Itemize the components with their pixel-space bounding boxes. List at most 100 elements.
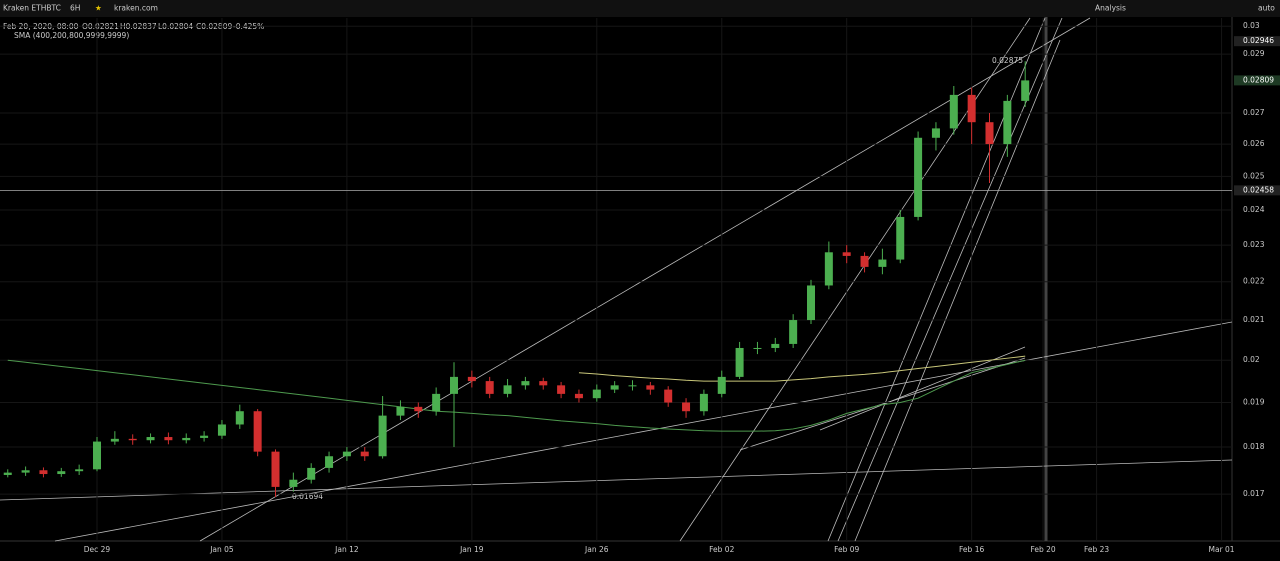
candle-body xyxy=(253,411,262,452)
x-tick-label: Feb 23 xyxy=(1084,545,1109,554)
candle-body xyxy=(146,437,155,441)
y-tick-label: 0.023 xyxy=(1243,240,1265,249)
candle-body xyxy=(93,441,101,470)
candle-body xyxy=(200,435,209,438)
trend-line xyxy=(739,357,1026,451)
sma-line xyxy=(7,359,1026,432)
trend-line xyxy=(827,17,1046,542)
y-tick-label: 0.019 xyxy=(1243,398,1265,407)
price-label: 0.02946 xyxy=(1243,36,1274,45)
low-annotation: 0.01694 xyxy=(292,492,323,501)
x-tick-label: Feb 09 xyxy=(834,545,859,554)
candle-body xyxy=(931,128,940,138)
candle-body xyxy=(110,438,119,442)
price-label: 0.02458 xyxy=(1243,185,1274,194)
x-tick-label: Jan 05 xyxy=(209,545,234,554)
trend-line xyxy=(819,346,1026,431)
candle-body xyxy=(75,469,84,472)
candle-body xyxy=(753,347,762,349)
candle-body xyxy=(414,406,423,412)
trend-line xyxy=(679,17,1031,542)
candle-body xyxy=(1003,100,1012,145)
y-tick-label: 0.02 xyxy=(1243,355,1260,364)
toolbar xyxy=(0,0,1280,17)
x-tick-label: Feb 16 xyxy=(959,545,984,554)
trend-line xyxy=(54,321,1233,542)
candle-body xyxy=(164,437,173,441)
y-tick-label: 0.03 xyxy=(1243,21,1260,30)
price-label: 0.02809 xyxy=(1243,75,1274,84)
candle-body xyxy=(985,122,994,145)
y-tick-label: 0.022 xyxy=(1243,277,1265,286)
indicator-label: SMA (400,200,800,9999,9999) xyxy=(14,31,129,40)
candle-body xyxy=(914,137,923,217)
candle-body xyxy=(717,376,726,394)
candle-body xyxy=(485,381,494,394)
candle-body xyxy=(39,470,48,475)
trend-line xyxy=(854,39,1061,542)
x-tick-label: Dec 29 xyxy=(84,545,111,554)
candle-body xyxy=(3,472,12,475)
candle-body xyxy=(735,347,744,377)
candle-body xyxy=(307,467,316,480)
candle-body xyxy=(217,424,226,436)
candle-body xyxy=(824,252,833,286)
candle-body xyxy=(664,389,673,403)
candle-body xyxy=(860,255,869,267)
x-tick-label: Feb 02 xyxy=(709,545,734,554)
trend-line xyxy=(0,459,1233,501)
y-tick-label: 0.026 xyxy=(1243,139,1265,148)
candle-body xyxy=(878,259,887,267)
candle-body xyxy=(557,385,566,394)
candle-body xyxy=(57,471,66,475)
candle-body xyxy=(21,470,30,473)
y-tick-label: 0.024 xyxy=(1243,205,1265,214)
candle-body xyxy=(342,451,351,457)
candle-body xyxy=(628,385,637,387)
candle-body xyxy=(271,451,280,487)
candle-body xyxy=(521,381,530,386)
candle-body xyxy=(967,94,976,123)
candle-body xyxy=(539,381,548,386)
candle-body xyxy=(235,411,244,425)
candle-body xyxy=(1021,80,1030,101)
trend-line xyxy=(837,17,1063,542)
x-tick-label: Jan 19 xyxy=(459,545,484,554)
candle-body xyxy=(360,451,369,457)
interval[interactable]: 6H xyxy=(70,4,80,13)
candle-body xyxy=(646,385,655,390)
y-tick-label: 0.029 xyxy=(1243,49,1265,58)
source[interactable]: kraken.com xyxy=(114,4,158,13)
candle-body xyxy=(289,479,298,487)
candle-body xyxy=(450,376,458,394)
x-tick-label: Mar 01 xyxy=(1209,545,1235,554)
high-annotation: 0.02875 xyxy=(992,56,1023,65)
candle-body xyxy=(574,393,583,399)
scale-mode[interactable]: auto xyxy=(1258,4,1275,13)
candle-body xyxy=(432,393,441,412)
y-tick-label: 0.017 xyxy=(1243,489,1265,498)
price-label-box xyxy=(1234,36,1280,47)
candle-body xyxy=(325,456,334,468)
candle-body xyxy=(949,94,958,129)
candle-body xyxy=(182,437,191,441)
x-tick-label: Feb 20 xyxy=(1030,545,1055,554)
x-tick-label: Jan 12 xyxy=(334,545,359,554)
symbol[interactable]: Kraken ETHBTC xyxy=(3,4,61,13)
candle-body xyxy=(610,385,619,390)
candle-body xyxy=(699,393,708,412)
candle-body xyxy=(503,385,512,394)
x-tick-label: Jan 26 xyxy=(584,545,609,554)
candle-body xyxy=(771,343,780,348)
sma-line xyxy=(578,355,1026,382)
y-tick-label: 0.018 xyxy=(1243,442,1265,451)
favorite[interactable]: ★ xyxy=(95,4,102,13)
y-tick-label: 0.025 xyxy=(1243,171,1265,180)
candle-body xyxy=(467,376,476,382)
price-label-box xyxy=(1234,75,1280,86)
analysis-menu[interactable]: Analysis xyxy=(1095,4,1126,13)
y-tick-label: 0.027 xyxy=(1243,108,1265,117)
y-tick-label: 0.021 xyxy=(1243,315,1265,324)
candle-body xyxy=(682,402,691,412)
